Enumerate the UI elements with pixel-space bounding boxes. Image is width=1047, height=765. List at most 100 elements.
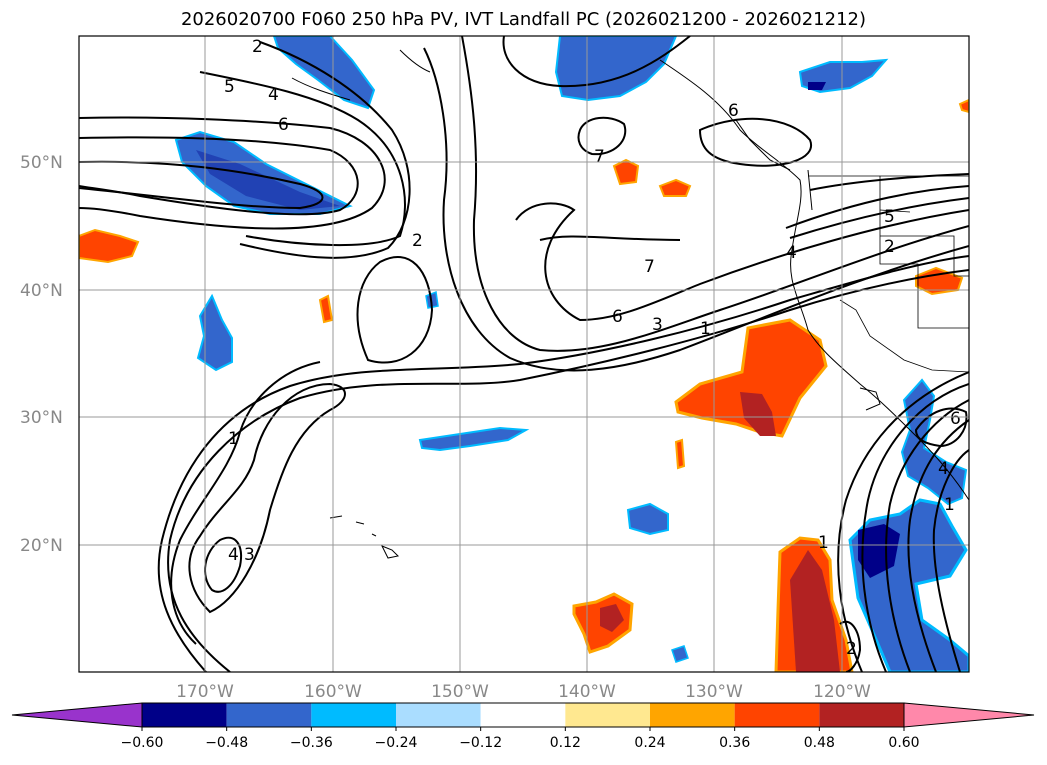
colorbar: −0.60 −0.48 −0.36 −0.24 −0.12 0.12 0.24 0.36 0.4… xyxy=(11,702,1035,751)
contour-label: 4 xyxy=(268,85,279,105)
contour-line xyxy=(839,620,862,672)
colorbar-label: −0.60 xyxy=(121,735,164,751)
colorbar-extend-low xyxy=(11,702,143,728)
lon-label: 170°W xyxy=(176,682,234,702)
contour-line xyxy=(79,136,359,216)
lon-label: 150°W xyxy=(431,682,489,702)
colorbar-bin xyxy=(819,703,904,727)
colorbar-bin xyxy=(226,703,312,727)
contour-label: 4 xyxy=(228,545,239,565)
colorbar-bin xyxy=(480,703,566,727)
colorbar-label: 0.12 xyxy=(550,735,581,751)
contour-line xyxy=(809,173,969,191)
contour-label: 6 xyxy=(612,307,623,327)
shade-blob xyxy=(808,82,826,90)
map-title: 2026020700 F060 250 hPa PV, IVT Landfall… xyxy=(180,9,867,30)
contour-line xyxy=(539,235,681,241)
lat-label: 50°N xyxy=(20,153,63,173)
contour-line xyxy=(188,382,346,614)
contour-line xyxy=(885,399,969,672)
coastlines xyxy=(291,49,969,559)
lon-label: 120°W xyxy=(813,682,871,702)
colorbar-bin xyxy=(734,703,820,727)
contour-line xyxy=(199,71,406,247)
shade-blob xyxy=(600,604,624,632)
lon-label: 160°W xyxy=(304,682,362,702)
contour-label: 6 xyxy=(950,409,961,429)
colorbar-bin xyxy=(650,703,735,727)
coastline xyxy=(659,59,969,501)
latitude-labels: 50°N 40°N 30°N 20°N xyxy=(20,153,63,556)
lat-label: 40°N xyxy=(20,281,63,301)
contour-label: 7 xyxy=(644,257,655,277)
contour-label: 5 xyxy=(884,207,895,227)
contour-line xyxy=(79,116,386,230)
shade-blob xyxy=(790,550,840,672)
contour-label: 1 xyxy=(818,533,829,553)
map-frame xyxy=(78,35,970,673)
contour-line xyxy=(167,269,969,672)
contour-label: 2 xyxy=(884,237,895,257)
colorbar-label: −0.24 xyxy=(375,735,418,751)
gridlines xyxy=(79,36,969,672)
contour-line xyxy=(515,202,969,322)
colorbar-bin xyxy=(311,703,396,727)
contour-line xyxy=(861,383,969,672)
coastline xyxy=(859,387,881,411)
contour-label: 6 xyxy=(728,101,739,121)
contour-line xyxy=(79,160,324,210)
positive-anomaly-shading xyxy=(79,98,969,672)
shade-blob xyxy=(671,645,689,663)
shade-blob xyxy=(626,502,669,536)
contour-line xyxy=(698,117,813,167)
coastline xyxy=(399,49,431,73)
shade-blob xyxy=(79,228,140,264)
contour-line xyxy=(577,116,627,156)
lat-label: 20°N xyxy=(20,536,63,556)
contour-label: 5 xyxy=(224,77,235,97)
coastline xyxy=(807,169,813,211)
shade-blob xyxy=(418,426,530,452)
coastline xyxy=(329,515,377,537)
colorbar-label: 0.48 xyxy=(804,735,835,751)
contour-line xyxy=(932,449,969,672)
contour-label: 1 xyxy=(944,495,955,515)
contour-line xyxy=(785,185,969,229)
border-line xyxy=(879,176,969,329)
contour-label: 3 xyxy=(244,545,255,565)
contour-line xyxy=(907,419,969,672)
colorbar-label: −0.36 xyxy=(290,735,333,751)
coastline xyxy=(380,545,400,559)
colorbar-bin xyxy=(396,703,481,727)
shade-blob xyxy=(740,392,776,436)
contour-line xyxy=(239,41,411,259)
border-line xyxy=(839,299,969,373)
contour-line xyxy=(502,36,691,88)
contour-line xyxy=(170,361,321,645)
coastline xyxy=(291,77,351,101)
border-line xyxy=(879,209,969,277)
colorbar-label: 0.36 xyxy=(719,735,750,751)
colorbar-label: 0.24 xyxy=(634,735,665,751)
colorbar-label: −0.48 xyxy=(205,735,248,751)
shade-blob xyxy=(858,524,900,578)
lat-label: 30°N xyxy=(20,408,63,428)
contour-label: 4 xyxy=(938,459,949,479)
contour-label: 3 xyxy=(652,315,663,335)
contour-label: 1 xyxy=(228,429,239,449)
colorbar-frame xyxy=(141,702,905,728)
contour-line xyxy=(914,407,968,448)
colorbar-label: 0.60 xyxy=(888,735,919,751)
contour-labels: 2 5 4 6 2 7 6 7 6 3 1 4 5 2 1 4 3 1 2 4 … xyxy=(224,37,961,659)
colorbar-extend-high xyxy=(903,702,1035,728)
colorbar-label: −0.12 xyxy=(459,735,502,751)
longitude-labels: 170°W 160°W 150°W 140°W 130°W 120°W xyxy=(176,682,871,702)
colorbar-bin xyxy=(565,703,650,727)
shade-blob xyxy=(196,293,233,372)
lon-label: 140°W xyxy=(558,682,616,702)
shade-blob xyxy=(612,158,640,186)
contour-label: 2 xyxy=(252,37,263,57)
lon-label: 130°W xyxy=(685,682,743,702)
shade-blob xyxy=(958,98,969,114)
